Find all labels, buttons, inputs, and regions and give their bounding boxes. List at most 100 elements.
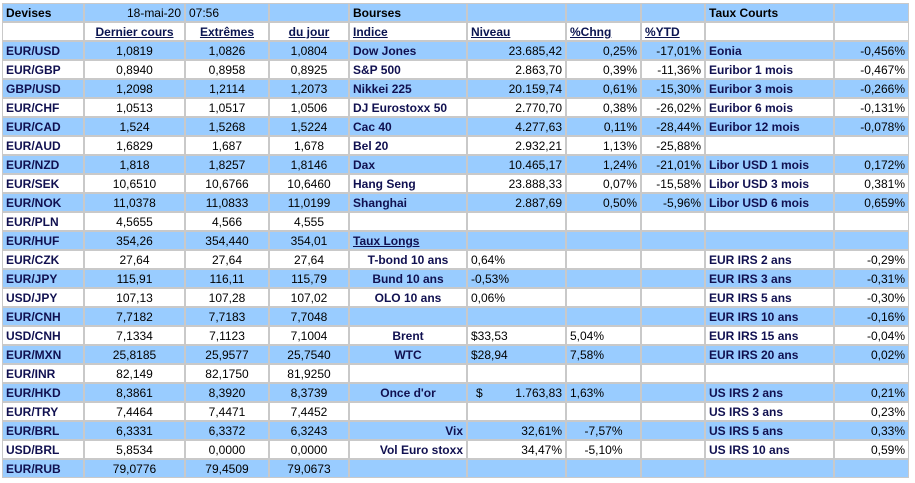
change-pct[interactable]: 1,63% — [566, 383, 641, 402]
last-price[interactable]: 6,3331 — [84, 421, 185, 440]
day-low[interactable]: 1,0804 — [269, 41, 349, 60]
rate-name[interactable] — [705, 364, 834, 383]
du-jour-header[interactable]: du jour — [269, 22, 349, 41]
rate-name[interactable]: Euribor 6 mois — [705, 98, 834, 117]
rate-name[interactable]: US IRS 3 ans — [705, 402, 834, 421]
rate-name[interactable]: Libor USD 1 mois — [705, 155, 834, 174]
day-high[interactable]: 11,0833 — [185, 193, 269, 212]
index-name[interactable]: Nikkei 225 — [349, 79, 467, 98]
rate-value[interactable]: -0,16% — [834, 307, 909, 326]
bourses-header[interactable]: Bourses — [349, 3, 467, 22]
rate-value[interactable]: -0,467% — [834, 60, 909, 79]
day-low[interactable]: 25,7540 — [269, 345, 349, 364]
ytd-pct[interactable] — [641, 288, 705, 307]
index-name[interactable]: Dax — [349, 155, 467, 174]
rate-name[interactable]: EUR IRS 3 ans — [705, 269, 834, 288]
day-high[interactable]: 82,1750 — [185, 364, 269, 383]
currency-pair[interactable]: EUR/CZK — [2, 250, 84, 269]
ytd-pct[interactable] — [641, 402, 705, 421]
index-name[interactable]: OLO 10 ans — [349, 288, 467, 307]
change-pct[interactable]: 1,24% — [566, 155, 641, 174]
empty-cell[interactable] — [467, 3, 566, 22]
rate-value[interactable] — [834, 212, 909, 231]
index-level[interactable]: 1.763,83 $ — [467, 383, 566, 402]
rate-value[interactable]: 0,33% — [834, 421, 909, 440]
last-price[interactable]: 27,64 — [84, 250, 185, 269]
index-name[interactable]: Brent — [349, 326, 467, 345]
last-price[interactable]: 7,7182 — [84, 307, 185, 326]
time-cell[interactable]: 07:56 — [185, 3, 269, 22]
index-name[interactable]: Vol Euro stoxx — [349, 440, 467, 459]
day-high[interactable]: 1,0826 — [185, 41, 269, 60]
day-high[interactable]: 0,0000 — [185, 440, 269, 459]
rate-value[interactable]: -0,131% — [834, 98, 909, 117]
rate-value[interactable] — [834, 231, 909, 250]
rate-name[interactable]: Eonia — [705, 41, 834, 60]
ytd-pct[interactable]: -15,30% — [641, 79, 705, 98]
day-high[interactable]: 0,8958 — [185, 60, 269, 79]
rate-name[interactable]: EUR IRS 10 ans — [705, 307, 834, 326]
index-name[interactable]: S&P 500 — [349, 60, 467, 79]
currency-pair[interactable]: EUR/NZD — [2, 155, 84, 174]
rate-value[interactable] — [834, 136, 909, 155]
index-level[interactable] — [467, 402, 566, 421]
day-low[interactable]: 10,6460 — [269, 174, 349, 193]
currency-pair[interactable]: EUR/JPY — [2, 269, 84, 288]
currency-pair[interactable]: EUR/SEK — [2, 174, 84, 193]
index-name[interactable]: DJ Eurostoxx 50 — [349, 98, 467, 117]
index-name[interactable] — [349, 459, 467, 478]
currency-pair[interactable]: EUR/AUD — [2, 136, 84, 155]
currency-pair[interactable]: EUR/TRY — [2, 402, 84, 421]
empty-cell[interactable] — [834, 3, 909, 22]
day-high[interactable]: 1,0517 — [185, 98, 269, 117]
day-low[interactable]: 1,0506 — [269, 98, 349, 117]
change-pct[interactable]: 0,39% — [566, 60, 641, 79]
change-pct[interactable]: 0,38% — [566, 98, 641, 117]
ytd-pct[interactable] — [641, 307, 705, 326]
rate-value[interactable]: 0,172% — [834, 155, 909, 174]
day-low[interactable]: 1,678 — [269, 136, 349, 155]
index-level[interactable]: 23.685,42 — [467, 41, 566, 60]
rate-name[interactable]: US IRS 2 ans — [705, 383, 834, 402]
index-level[interactable]: 32,61% — [467, 421, 566, 440]
last-price[interactable]: 5,8534 — [84, 440, 185, 459]
dernier-cours-header[interactable]: Dernier cours — [84, 22, 185, 41]
ytd-pct[interactable] — [641, 231, 705, 250]
day-low[interactable]: 1,2073 — [269, 79, 349, 98]
rate-value[interactable]: -0,266% — [834, 79, 909, 98]
currency-pair[interactable]: EUR/CHF — [2, 98, 84, 117]
rate-value[interactable]: 0,23% — [834, 402, 909, 421]
change-pct[interactable] — [566, 231, 641, 250]
last-price[interactable]: 1,0513 — [84, 98, 185, 117]
rate-name[interactable] — [705, 459, 834, 478]
rate-value[interactable]: -0,04% — [834, 326, 909, 345]
index-name[interactable]: Bel 20 — [349, 136, 467, 155]
day-low[interactable]: 0,0000 — [269, 440, 349, 459]
ytd-pct[interactable]: -5,96% — [641, 193, 705, 212]
day-high[interactable]: 8,3920 — [185, 383, 269, 402]
last-price[interactable]: 10,6510 — [84, 174, 185, 193]
change-pct[interactable]: 0,25% — [566, 41, 641, 60]
last-price[interactable]: 82,149 — [84, 364, 185, 383]
ytd-pct[interactable] — [641, 212, 705, 231]
day-high[interactable]: 116,11 — [185, 269, 269, 288]
index-level[interactable] — [467, 307, 566, 326]
day-high[interactable]: 7,1123 — [185, 326, 269, 345]
rate-value[interactable] — [834, 459, 909, 478]
index-level[interactable]: 2.932,21 — [467, 136, 566, 155]
last-price[interactable]: 11,0378 — [84, 193, 185, 212]
empty-cell[interactable] — [705, 22, 834, 41]
day-low[interactable]: 7,1004 — [269, 326, 349, 345]
index-level[interactable]: 20.159,74 — [467, 79, 566, 98]
index-level[interactable]: 0,06% — [467, 288, 566, 307]
day-low[interactable]: 81,9250 — [269, 364, 349, 383]
day-high[interactable]: 10,6766 — [185, 174, 269, 193]
change-pct[interactable]: -7,57% — [566, 421, 641, 440]
index-level[interactable]: $33,53 — [467, 326, 566, 345]
day-high[interactable]: 4,566 — [185, 212, 269, 231]
ytd-pct[interactable] — [641, 383, 705, 402]
ytd-pct[interactable] — [641, 250, 705, 269]
day-low[interactable]: 0,8925 — [269, 60, 349, 79]
day-high[interactable]: 25,9577 — [185, 345, 269, 364]
currency-pair[interactable]: EUR/PLN — [2, 212, 84, 231]
